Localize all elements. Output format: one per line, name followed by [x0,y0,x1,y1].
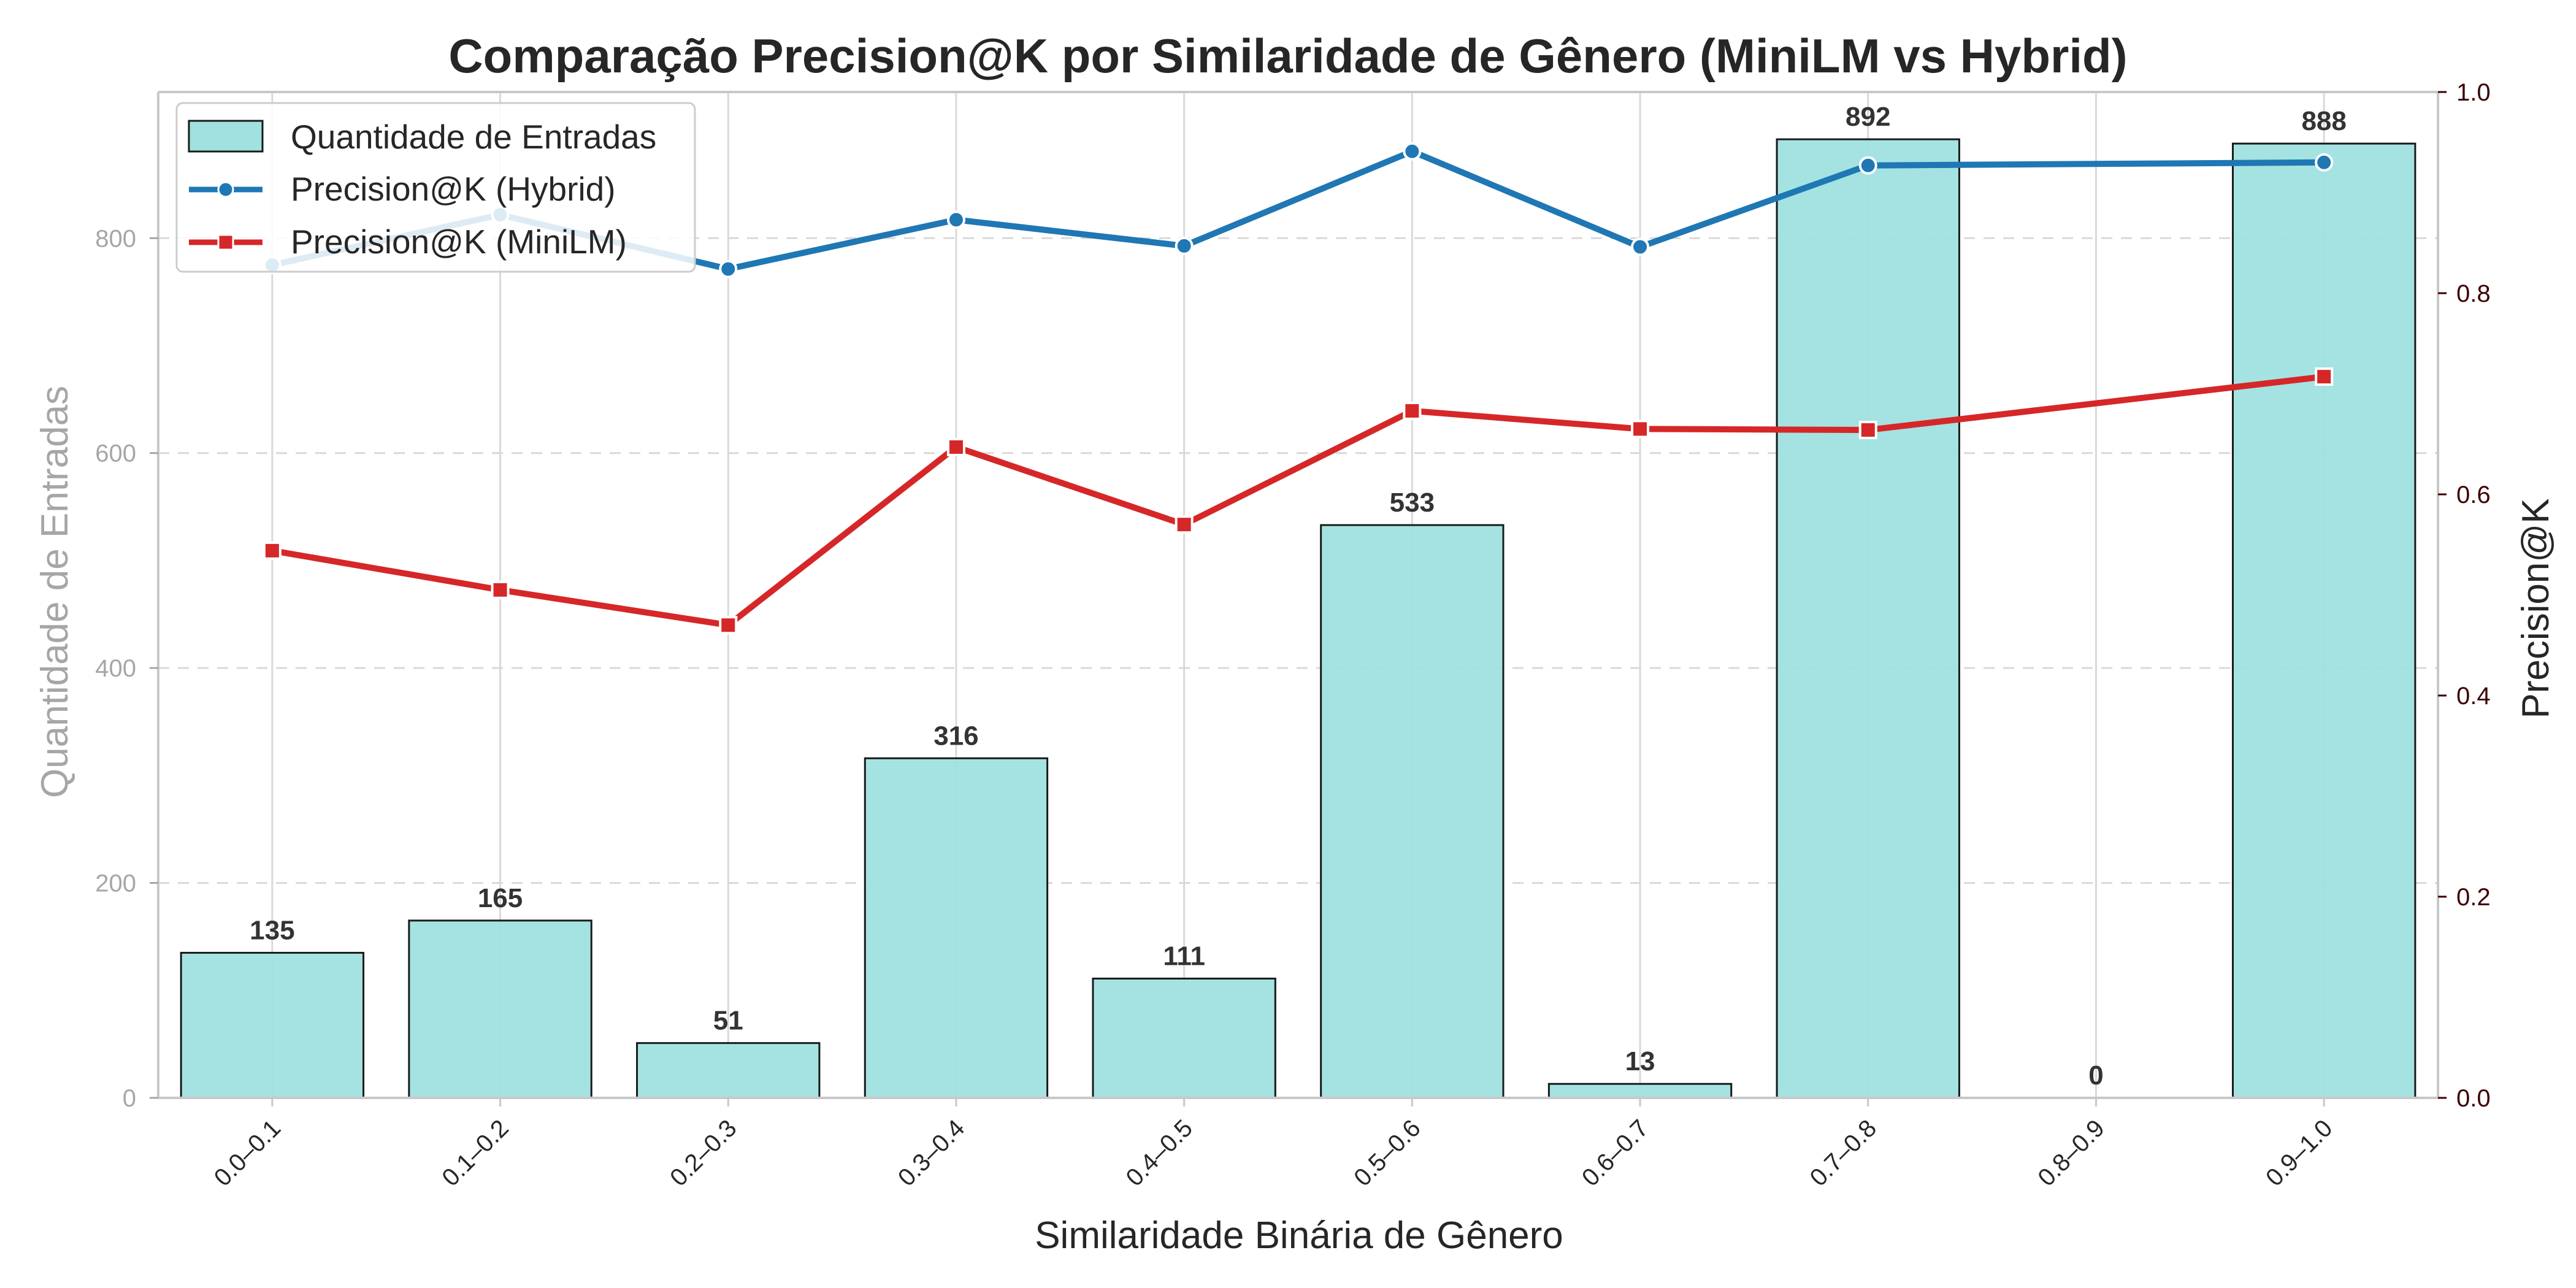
y-right-tick-label: 0.4 [2456,683,2491,710]
bar [1320,524,1505,1099]
y-right-tick-label: 1.0 [2456,79,2491,106]
series-point [1175,236,1194,255]
x-tick-label: 0.4–0.5 [1121,1114,1198,1191]
bar-value-label: 892 [1846,102,1890,132]
y-right-tick-label: 0.8 [2456,280,2491,307]
legend-hybrid-marker [217,181,234,198]
series-line [269,374,2328,629]
legend-label-hybrid: Precision@K (Hybrid) [291,170,616,208]
y-right-tick-label: 0.2 [2456,884,2491,911]
y-left-tick-label: 600 [95,440,136,467]
bar [2231,142,2417,1099]
x-tick-label: 0.6–0.7 [1577,1114,1654,1191]
bar [1547,1083,1733,1099]
x-tick-label: 0.9–1.0 [2261,1114,2337,1191]
y-left-tick-label: 400 [95,655,136,682]
chart-title: Comparação Precision@K por Similaridade … [448,29,2127,83]
bar-layer: 135 165 51 316 111 533 13 892 0 888 [180,102,2417,1099]
y-axis-label-left: Quantidade de Entradas [34,386,76,798]
bar-value-label: 316 [933,721,978,751]
legend: Quantidade de Entradas Precision@K (Hybr… [175,102,696,273]
y-left-tick-label: 800 [95,225,136,252]
legend-minilm-marker [217,234,234,251]
series-point [946,437,965,456]
x-tick-label: 0.3–0.4 [893,1114,970,1191]
x-tick-label: 0.1–0.2 [437,1114,513,1191]
series-point [2315,153,2334,172]
bar-value-label: 135 [250,915,294,945]
series-point [719,616,738,635]
series-point [491,580,510,599]
legend-frame [175,102,696,273]
series-point [2315,367,2334,386]
bar-value-label: 13 [1625,1046,1655,1076]
series-point [1175,515,1194,534]
series-point [1403,401,1422,420]
series-point [1631,237,1650,256]
bar-value-label: 888 [2301,106,2346,136]
x-tick-label: 0.2–0.3 [665,1114,742,1191]
series-point [1858,421,1877,440]
x-tick-label: 0.8–0.9 [2033,1114,2109,1191]
y-right-tick-label: 0.6 [2456,481,2491,508]
bar [180,951,365,1099]
series-point [719,259,738,278]
series-point [1631,420,1650,439]
series-point [1403,142,1422,161]
series-point [946,210,965,229]
y-right-tick-label: 0.0 [2456,1085,2491,1112]
bar [864,757,1049,1099]
legend-label-minilm: Precision@K (MiniLM) [291,223,627,261]
bar [1092,978,1276,1099]
x-tick-label: 0.5–0.6 [1349,1114,1425,1191]
bar-value-label: 533 [1390,488,1435,518]
series-point [263,541,282,560]
bar-value-label: 111 [1163,941,1205,972]
legend-label-bars: Quantidade de Entradas [291,118,656,156]
legend-bar-swatch [188,120,264,153]
bar [408,919,592,1099]
bar-value-label: 165 [478,883,523,913]
x-tick-label: 0.7–0.8 [1805,1114,1882,1191]
bar-value-label: 0 [2088,1060,2103,1091]
y-left-tick-label: 200 [95,870,136,897]
x-axis-label: Similaridade Binária de Gênero [1035,1214,1563,1257]
bar-value-label: 51 [713,1006,743,1036]
y-left-tick-label: 0 [123,1085,136,1112]
series-point [1858,156,1877,175]
y-axis-label-right: Precision@K [2515,498,2557,718]
bar [636,1042,821,1099]
bar [1776,138,1960,1099]
x-tick-label: 0.0–0.1 [209,1114,286,1191]
